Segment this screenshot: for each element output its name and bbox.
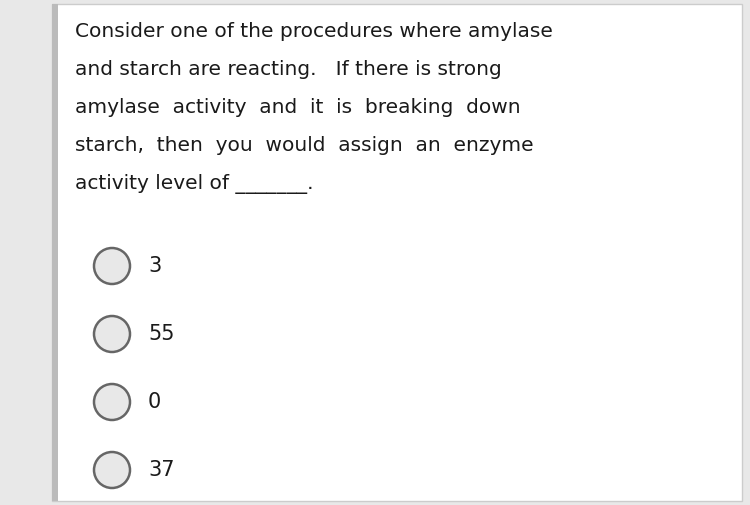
- Text: 0: 0: [148, 392, 161, 412]
- FancyBboxPatch shape: [52, 4, 742, 501]
- Circle shape: [94, 316, 130, 352]
- Text: 55: 55: [148, 324, 175, 344]
- Text: and starch are reacting.   If there is strong: and starch are reacting. If there is str…: [75, 60, 502, 79]
- Text: amylase  activity  and  it  is  breaking  down: amylase activity and it is breaking down: [75, 98, 520, 117]
- Text: activity level of _______.: activity level of _______.: [75, 174, 314, 194]
- Text: 3: 3: [148, 256, 161, 276]
- Circle shape: [94, 452, 130, 488]
- Circle shape: [94, 384, 130, 420]
- Text: Consider one of the procedures where amylase: Consider one of the procedures where amy…: [75, 22, 553, 41]
- Text: starch,  then  you  would  assign  an  enzyme: starch, then you would assign an enzyme: [75, 136, 534, 155]
- FancyBboxPatch shape: [52, 4, 58, 501]
- Circle shape: [94, 248, 130, 284]
- Text: 37: 37: [148, 460, 175, 480]
